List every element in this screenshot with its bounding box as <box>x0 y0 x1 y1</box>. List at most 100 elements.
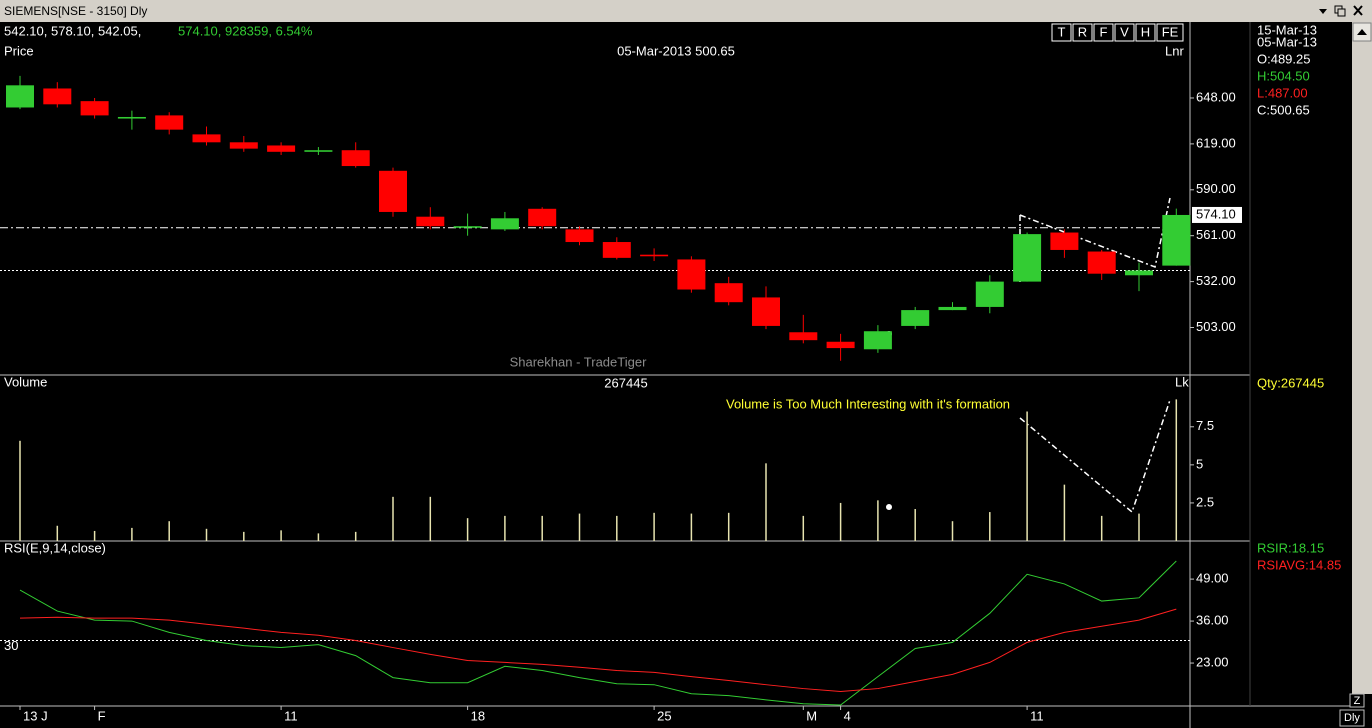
annotation: Volume is Too Much Interesting with it's… <box>726 396 1010 411</box>
rsi-line <box>19 560 1177 706</box>
toolbar-button-label: H <box>1141 24 1150 39</box>
candle-body <box>117 116 146 119</box>
candle-body <box>1087 251 1116 274</box>
candle-body <box>43 88 72 105</box>
restore-button-back <box>1337 8 1346 17</box>
candle-body <box>826 341 855 349</box>
x-tick-label: M <box>806 708 817 723</box>
candle-body <box>901 310 930 326</box>
x-tick-label: 11 <box>1030 708 1044 723</box>
y-tick-label: 2.5 <box>1196 494 1214 509</box>
toolbar-button[interactable] <box>1156 23 1184 42</box>
scrollbar[interactable] <box>1352 22 1372 694</box>
marker-dot <box>886 504 892 510</box>
period-button-label: Dly <box>1344 712 1360 724</box>
toolbar-button[interactable] <box>1093 23 1114 42</box>
toolbar-button-label: F <box>1100 24 1108 39</box>
candle-body <box>602 242 631 258</box>
unit-label: Lk <box>1175 374 1189 389</box>
toolbar-button[interactable] <box>1072 23 1093 42</box>
candle-body <box>453 226 482 228</box>
y-tick-label: 49.00 <box>1196 571 1229 586</box>
candle-body <box>341 150 370 167</box>
rsi-line <box>19 608 1177 692</box>
zoom-button[interactable] <box>1349 693 1365 708</box>
candle-body <box>267 145 296 152</box>
x-tick-label: 25 <box>657 708 671 723</box>
pane-subtitle: 267445 <box>604 375 647 390</box>
legend-entry: RSIR:18.15 <box>1257 540 1324 555</box>
x-tick-label: 11 <box>284 708 298 723</box>
pane-title: RSI(E,9,14,close) <box>4 540 106 555</box>
candle-body <box>565 229 594 243</box>
period-button[interactable] <box>1339 709 1365 727</box>
legend-entry: RSIAVG:14.85 <box>1257 557 1341 572</box>
candle-body <box>304 150 333 152</box>
candle-body <box>379 170 407 212</box>
candle-body <box>155 115 184 130</box>
info-date: 05-Mar-13 <box>1257 34 1317 49</box>
toolbar-button-label: R <box>1078 24 1087 39</box>
candle-body <box>789 332 818 341</box>
y-tick-label: 648.00 <box>1196 89 1236 104</box>
candle-body <box>1125 270 1153 276</box>
info-low: L:487.00 <box>1257 85 1308 100</box>
window-menu[interactable] <box>1319 9 1327 14</box>
y-tick-label: 5 <box>1196 456 1203 471</box>
candle-body <box>714 283 743 303</box>
y-tick-label: 7.5 <box>1196 418 1214 433</box>
candle-body <box>863 331 892 350</box>
y-tick-label: 36.00 <box>1196 613 1229 628</box>
last-price-label: 574.10 <box>1196 206 1236 221</box>
pane-title: Price <box>4 43 34 58</box>
volume-drawing <box>1019 399 1171 514</box>
candle-body <box>640 254 669 257</box>
toolbar-button[interactable] <box>1135 23 1156 42</box>
toolbar-button-label: V <box>1120 24 1129 39</box>
y-tick-label: 23.00 <box>1196 654 1229 669</box>
toolbar-button[interactable] <box>1114 23 1135 42</box>
x-tick-label: 13 J <box>23 708 48 723</box>
info-close: C:500.65 <box>1257 102 1310 117</box>
toolbar-button-label: FE <box>1162 24 1179 39</box>
candle-body <box>490 218 519 230</box>
candle-body <box>528 208 557 227</box>
candle-body <box>1013 234 1042 282</box>
candle-body <box>677 259 706 290</box>
y-tick-label: 561.00 <box>1196 227 1236 242</box>
watermark: Sharekhan - TradeTiger <box>510 354 647 369</box>
candle-body <box>6 85 34 108</box>
info-last-date: 15-Mar-13 <box>1257 22 1317 37</box>
candle-body <box>975 281 1004 307</box>
title-bar <box>0 0 1372 22</box>
zoom-button-label: Z <box>1354 695 1361 707</box>
close-button[interactable] <box>1353 5 1363 16</box>
x-tick-label: 18 <box>471 708 485 723</box>
info-high: H:504.50 <box>1257 68 1310 83</box>
change-text: 574.10, 928359, 6.54% <box>178 23 313 38</box>
level-label: 30 <box>4 638 18 653</box>
y-tick-label: 619.00 <box>1196 135 1236 150</box>
window-title: SIEMENS[NSE - 3150] Dly <box>4 4 147 18</box>
info-qty: Qty:267445 <box>1257 375 1324 390</box>
candle-body <box>416 216 445 227</box>
y-tick-label: 590.00 <box>1196 181 1236 196</box>
candle-body <box>1162 214 1191 266</box>
info-open: O:489.25 <box>1257 51 1311 66</box>
ohlc-text: 542.10, 578.10, 542.05, <box>4 23 141 38</box>
last-price-box <box>1192 206 1242 223</box>
candle-body <box>1050 232 1079 250</box>
toolbar-button-label: T <box>1058 24 1066 39</box>
y-tick-label: 532.00 <box>1196 273 1236 288</box>
toolbar-button[interactable] <box>1051 23 1072 42</box>
scroll-up-arrow <box>1357 29 1367 35</box>
candle-body <box>192 134 221 143</box>
x-tick-label: F <box>98 708 106 723</box>
x-tick-label: 4 <box>844 708 851 723</box>
scale-label: Lnr <box>1165 43 1184 58</box>
y-tick-label: 503.00 <box>1196 319 1236 334</box>
candle-body <box>752 297 780 326</box>
candle-body <box>80 101 109 116</box>
